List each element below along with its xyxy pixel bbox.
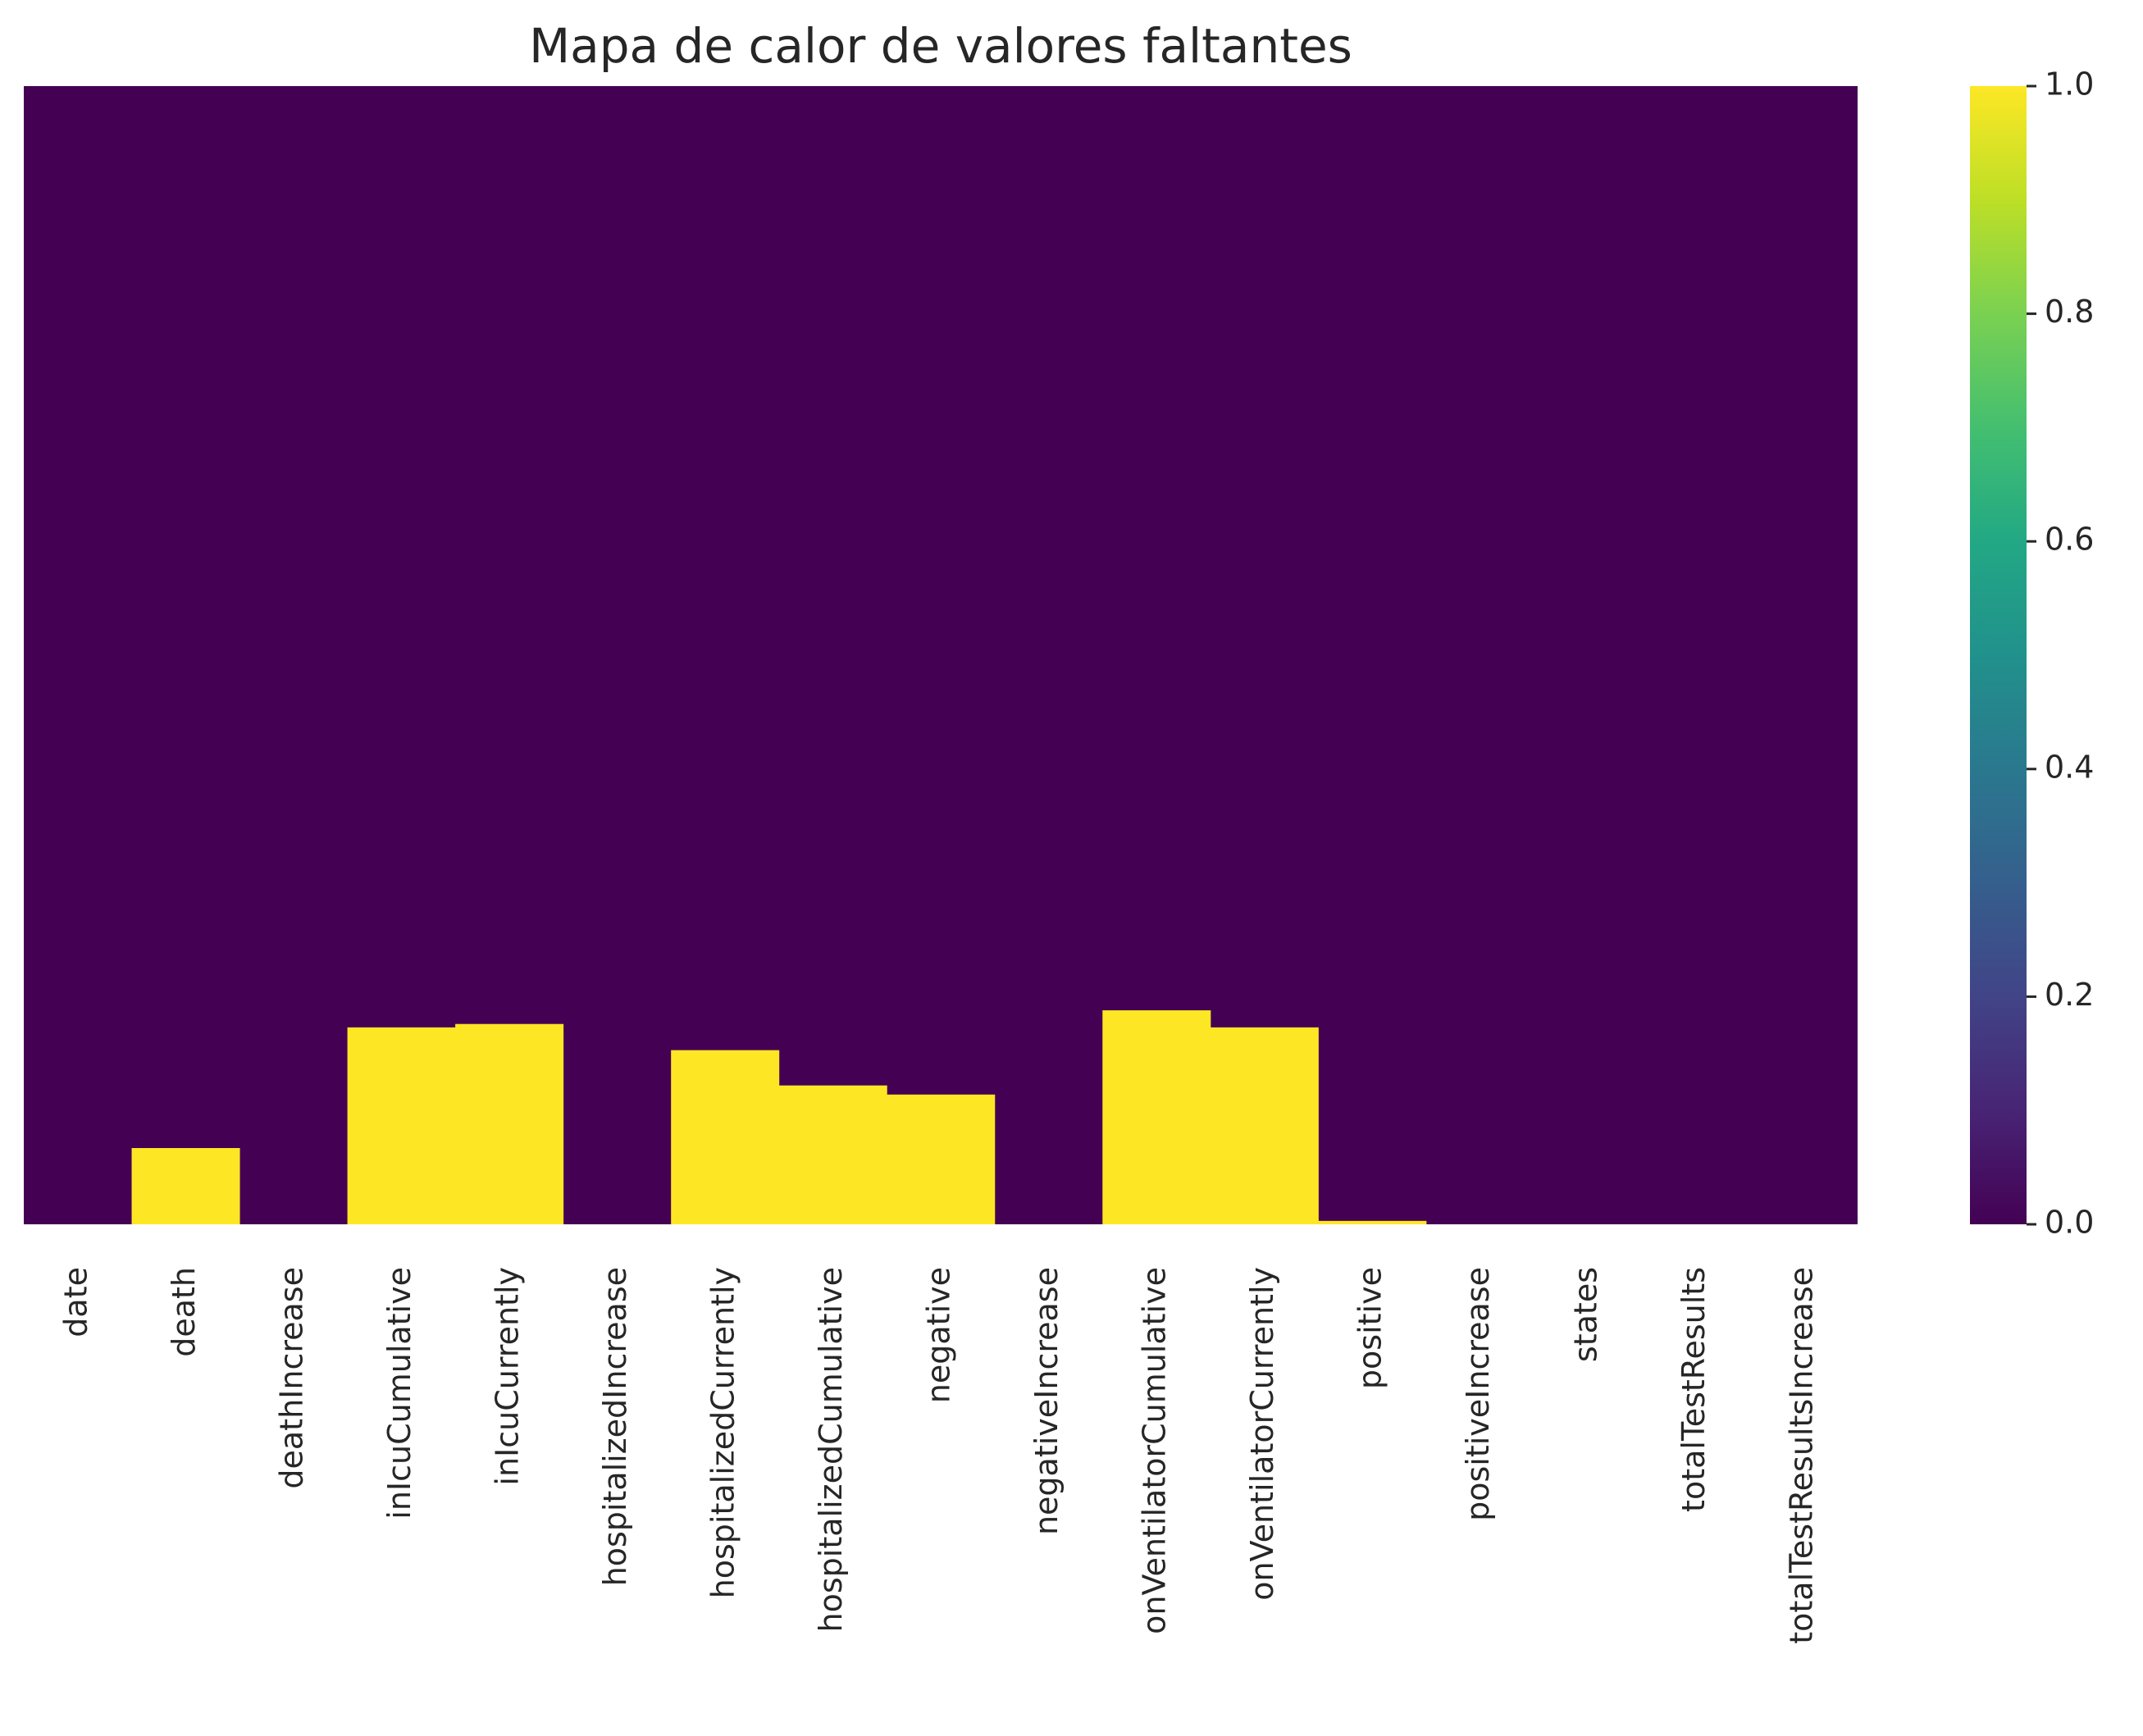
- missing-cells-negative: [887, 1094, 996, 1224]
- missing-cells-death: [131, 1148, 240, 1224]
- x-tick-label-date: date: [57, 1267, 93, 1337]
- x-tick-label-onVentilatorCurrently: onVentilatorCurrently: [1244, 1267, 1280, 1601]
- heatmap-background: [24, 86, 1858, 1224]
- colorbar-gradient: [1970, 86, 2027, 1224]
- colorbar-tick-label: 0.0: [2045, 1205, 2094, 1241]
- missing-cells-inIcuCurrently: [455, 1023, 564, 1224]
- x-tick-label-hospitalizedIncrease: hospitalizedIncrease: [597, 1267, 633, 1586]
- chart-title: Mapa de calor de valores faltantes: [529, 18, 1352, 74]
- x-tick-label-negativeIncrease: negativeIncrease: [1028, 1267, 1065, 1535]
- missing-cells-inIcuCumulative: [347, 1027, 456, 1224]
- missing-cells-onVentilatorCurrently: [1210, 1027, 1319, 1224]
- x-tick-label-positiveIncrease: positiveIncrease: [1460, 1267, 1496, 1521]
- colorbar-tick-label: 0.4: [2045, 749, 2094, 785]
- colorbar-tick-label: 0.8: [2045, 294, 2094, 330]
- colorbar-tick-label: 0.6: [2045, 522, 2094, 558]
- x-tick-label-inIcuCurrently: inIcuCurrently: [489, 1267, 525, 1486]
- colorbar: 0.0 0.2 0.4 0.6 0.8 1.0: [1970, 66, 2094, 1241]
- x-tick-label-hospitalizedCumulative: hospitalizedCumulative: [813, 1267, 849, 1632]
- missing-cells-hospitalizedCumulative: [778, 1085, 887, 1224]
- x-tick-label-totalTestResults: totalTestResults: [1676, 1267, 1712, 1512]
- x-tick-label-onVentilatorCumulative: onVentilatorCumulative: [1137, 1267, 1173, 1634]
- heatmap-area: [24, 86, 1858, 1224]
- x-tick-label-inIcuCumulative: inIcuCumulative: [381, 1267, 417, 1520]
- x-tick-label-positive: positive: [1352, 1267, 1388, 1389]
- x-tick-label-totalTestResultsIncrease: totalTestResultsIncrease: [1784, 1267, 1820, 1644]
- x-tick-label-states: states: [1568, 1267, 1604, 1362]
- x-tick-label-hospitalizedCurrently: hospitalizedCurrently: [704, 1267, 741, 1598]
- missing-cells-positive: [1318, 1220, 1427, 1224]
- colorbar-tick-label: 0.2: [2045, 977, 2094, 1013]
- x-tick-label-death: death: [166, 1267, 202, 1357]
- missing-cells-hospitalizedCurrently: [671, 1050, 780, 1224]
- x-tick-label-deathIncrease: deathIncrease: [273, 1267, 309, 1489]
- missing-cells-onVentilatorCumulative: [1102, 1010, 1211, 1224]
- x-tick-label-negative: negative: [921, 1267, 957, 1403]
- colorbar-tick-label: 1.0: [2045, 66, 2094, 103]
- x-tick-labels: date death deathIncrease inIcuCumulative inI…: [57, 1267, 1819, 1644]
